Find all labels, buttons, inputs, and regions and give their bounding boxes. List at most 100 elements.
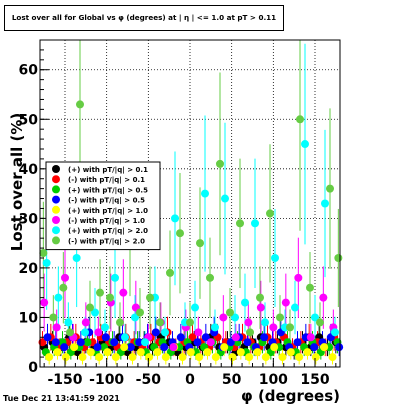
data-point <box>94 328 103 337</box>
data-point <box>306 333 315 342</box>
data-point <box>243 338 252 347</box>
legend-box <box>45 161 161 251</box>
data-point <box>61 273 69 282</box>
data-point <box>86 348 95 357</box>
legend-entry: (+) with pT/|q| > 0.5 <box>68 186 148 195</box>
data-point <box>39 249 48 258</box>
data-point <box>101 333 110 342</box>
legend-marker <box>52 195 60 204</box>
y-tick-label: 40 <box>19 162 39 178</box>
legend-entry: (-) with pT/|q| > 0.5 <box>68 197 145 206</box>
data-point <box>221 194 229 203</box>
data-point <box>316 318 324 327</box>
x-tick-label: 50 <box>222 372 242 388</box>
data-point <box>186 348 195 357</box>
data-point <box>131 313 139 322</box>
data-point <box>135 338 144 347</box>
data-point <box>321 199 329 208</box>
data-point <box>245 353 254 362</box>
data-point <box>145 353 154 362</box>
x-tick-label: -150 <box>47 372 82 388</box>
data-point <box>276 313 284 322</box>
legend-marker <box>52 216 60 224</box>
data-point <box>76 338 85 347</box>
data-point <box>96 288 104 297</box>
data-point <box>286 348 295 357</box>
y-tick-label: 30 <box>19 211 39 227</box>
data-point <box>311 313 319 322</box>
data-point <box>188 333 197 342</box>
data-point <box>281 298 290 307</box>
y-tick-label: 10 <box>19 310 39 326</box>
data-point <box>176 229 184 238</box>
data-point <box>246 328 254 337</box>
legend-entry: (+) with pT/|q| > 2.0 <box>68 227 148 236</box>
data-point <box>166 268 174 277</box>
data-point <box>45 353 54 362</box>
data-point <box>195 353 204 362</box>
data-point <box>228 353 237 362</box>
data-point <box>93 343 102 352</box>
data-point <box>253 348 262 357</box>
data-point <box>101 323 109 332</box>
data-point <box>193 338 202 347</box>
data-point <box>76 100 84 109</box>
data-point <box>301 140 309 149</box>
data-point <box>51 338 60 347</box>
data-point <box>256 293 264 302</box>
data-point <box>319 293 328 302</box>
data-point <box>70 343 79 352</box>
data-point <box>311 353 320 362</box>
data-point <box>160 343 169 352</box>
data-point <box>303 348 312 357</box>
data-point <box>196 239 204 248</box>
data-point <box>335 343 344 352</box>
data-point <box>116 318 124 327</box>
legend-marker <box>52 226 60 235</box>
data-point <box>256 303 265 312</box>
data-point <box>43 333 52 342</box>
data-point <box>61 353 70 362</box>
legend-entry: (-) with pT/|q| > 1.0 <box>68 217 145 226</box>
data-point <box>328 353 337 362</box>
data-point <box>216 159 224 168</box>
data-point <box>244 318 253 327</box>
data-point <box>206 338 215 347</box>
legend-entry: (+) with pT/|q| > 1.0 <box>68 207 148 216</box>
x-tick-label: -50 <box>136 372 162 388</box>
y-axis-label: Lost over all (%) <box>8 113 26 251</box>
data-point <box>106 293 114 302</box>
data-point <box>103 348 112 357</box>
x-axis-label: φ (degrees) <box>241 387 340 405</box>
legend-entry: (+) with pT/|q| > 0.1 <box>68 166 148 175</box>
data-point <box>78 353 87 362</box>
legend: (+) with pT/|q| > 0.1 (-) with pT/|q| > 0… <box>45 161 161 251</box>
data-point <box>296 115 304 124</box>
data-point <box>211 323 219 332</box>
data-point <box>295 353 304 362</box>
data-point <box>83 338 92 347</box>
x-tick-label: 100 <box>259 372 288 388</box>
data-point <box>260 333 269 342</box>
data-point <box>161 353 170 362</box>
data-point <box>95 353 104 362</box>
x-tick-label: -100 <box>89 372 124 388</box>
data-point <box>111 273 119 282</box>
data-point <box>171 214 179 223</box>
legend-marker <box>52 175 60 184</box>
data-point <box>201 333 210 342</box>
data-point <box>120 343 129 352</box>
x-tick-label: 0 <box>185 372 195 388</box>
data-point <box>226 338 235 347</box>
data-points <box>38 100 344 362</box>
data-point <box>81 318 90 327</box>
data-point <box>291 303 299 312</box>
data-point <box>191 303 199 312</box>
data-point <box>326 184 334 193</box>
legend-marker <box>52 205 60 214</box>
data-point <box>42 258 51 267</box>
data-point <box>111 353 120 362</box>
y-tick-label: 60 <box>19 63 39 79</box>
data-point <box>236 348 245 357</box>
